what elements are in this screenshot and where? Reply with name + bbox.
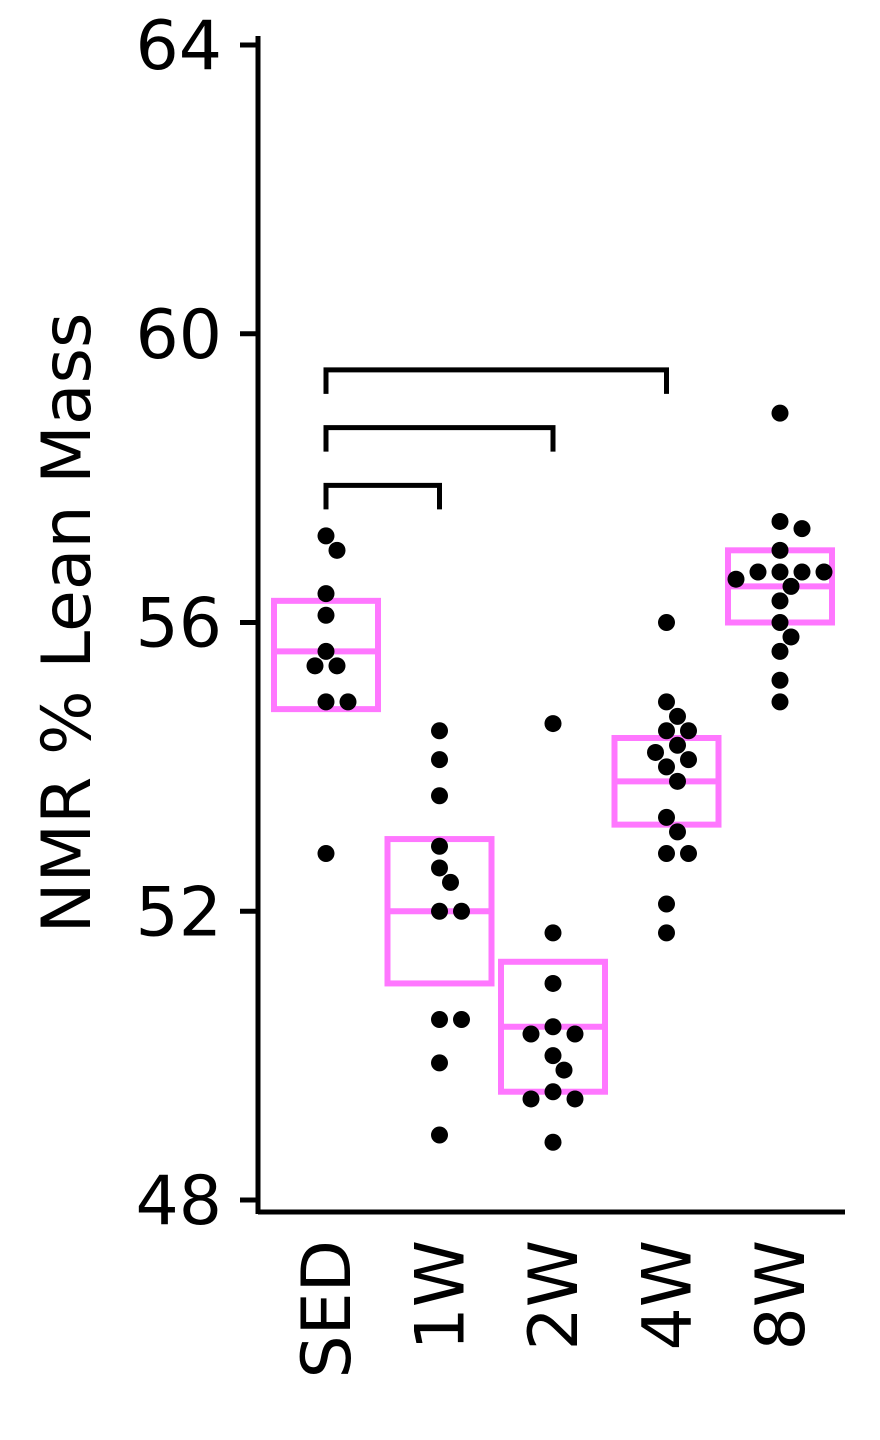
data-point [317,606,335,624]
y-tick-label: 56 [135,585,222,664]
data-point [771,592,789,610]
data-point [771,541,789,559]
data-point [544,1083,562,1101]
data-point [658,722,675,740]
data-point [669,823,686,841]
boxes-layer [271,547,835,1095]
data-point [431,902,448,920]
data-point [793,563,811,581]
data-point [669,772,686,790]
data-point [727,570,745,588]
data-point [782,628,800,646]
data-point [782,577,800,595]
y-axis-title: NMR % Lean Mass [28,313,107,934]
data-point [658,758,675,776]
data-point [306,657,324,675]
x-category-label: 4W [629,1240,708,1351]
data-point [669,707,686,725]
data-point [669,736,686,754]
significance-bracket [323,367,669,394]
data-point [647,743,664,761]
data-point [453,902,470,920]
data-point [680,722,697,740]
data-point [680,751,697,769]
data-point [317,845,335,862]
x-category-label: 1W [402,1240,481,1351]
data-point [566,1025,584,1043]
data-point [658,845,675,862]
data-point [544,715,562,733]
data-point [658,895,675,913]
data-point [317,585,335,603]
y-tick-label: 52 [135,873,222,952]
data-point [522,1025,540,1043]
data-point [658,693,675,711]
data-point [771,614,789,631]
data-point [566,1090,584,1108]
data-point [771,671,789,689]
data-point [544,1018,562,1036]
data-point [658,924,675,942]
y-tick-label: 64 [135,7,222,86]
data-point [658,808,675,826]
x-category-label: 8W [742,1240,821,1351]
data-point [771,693,789,711]
y-ticks: 48 52 56 60 64 [135,7,258,1241]
data-point [749,563,767,581]
data-point [431,1126,448,1144]
significance-bracket [323,482,442,510]
significance-bracket [323,425,556,452]
x-category-labels: SED 1W 2W 4W 8W [288,1240,821,1379]
data-point [544,974,562,992]
data-point [680,845,697,862]
data-point [431,722,448,740]
data-point [317,642,335,660]
data-point [431,837,448,855]
points-layer [306,404,833,1151]
data-point [658,614,675,631]
data-point [431,1011,448,1029]
x-category-label: 2W [515,1240,594,1351]
significance-brackets [323,367,669,510]
y-tick-label: 48 [135,1162,222,1241]
data-point [431,751,448,769]
data-point [522,1090,540,1108]
data-point [431,859,448,877]
data-point [771,512,789,530]
data-point [328,657,346,675]
data-point [544,924,562,942]
data-point [328,541,346,559]
data-point [555,1061,573,1079]
data-point [317,693,335,711]
data-point [771,563,789,581]
data-point [453,1011,470,1029]
data-point [815,563,833,581]
data-point [339,693,357,711]
data-point [442,873,459,891]
data-point [317,527,335,545]
data-point [544,1047,562,1065]
x-category-label: SED [288,1240,367,1379]
data-point [431,787,448,805]
data-point [544,1133,562,1151]
data-point [771,404,789,422]
y-tick-label: 60 [135,296,222,375]
data-point [771,642,789,660]
data-point [431,1054,448,1072]
data-point [793,520,811,538]
